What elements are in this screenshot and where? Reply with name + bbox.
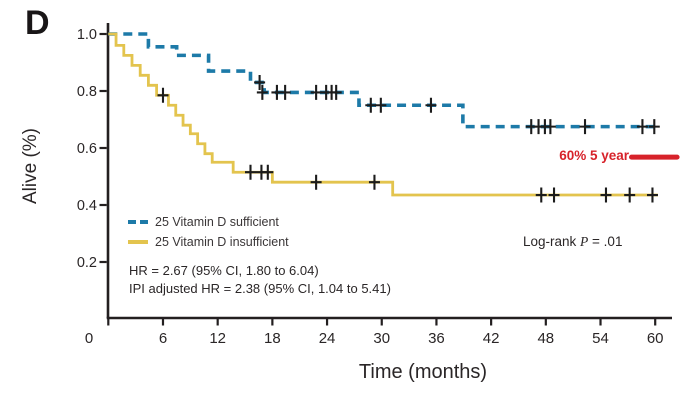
- censor-mark-sufficient: [310, 84, 322, 100]
- y-tick-label: 1.0: [77, 27, 97, 43]
- censor-mark-sufficient: [330, 84, 342, 100]
- log-rank-p-symbol: P: [580, 234, 589, 249]
- five-year-annotation-label: 60% 5 year: [559, 148, 629, 163]
- x-tick-label: 6: [159, 330, 167, 347]
- censor-mark-sufficient: [579, 119, 591, 135]
- y-tick-label: 0.2: [77, 255, 97, 271]
- panel-label: D: [25, 4, 50, 42]
- censor-mark-insufficient: [244, 164, 256, 180]
- x-axis-label: Time (months): [358, 361, 488, 383]
- x-tick-label: 54: [592, 330, 609, 347]
- censor-mark-sufficient: [256, 84, 268, 100]
- censor-mark-sufficient: [254, 74, 266, 90]
- survival-curve-insufficient: [108, 32, 658, 197]
- x-tick-label: 12: [209, 330, 226, 347]
- legend-label-insufficient: 25 Vitamin D insufficient: [155, 235, 289, 249]
- log-rank-prefix: Log-rank: [523, 234, 581, 249]
- y-tick-label: 0.6: [77, 141, 97, 157]
- x-tick-label: 60: [647, 330, 664, 347]
- censor-mark-insufficient: [262, 164, 274, 180]
- x-tick-label: 36: [428, 330, 445, 347]
- censor-mark-insufficient: [368, 174, 380, 190]
- censor-mark-sufficient: [425, 97, 437, 113]
- y-axis-label: Alive (%): [20, 128, 41, 205]
- legend-item-sufficient: 25 Vitamin D sufficient: [128, 212, 289, 232]
- hr-stats-line1: HR = 2.67 (95% CI, 1.80 to 6.04): [129, 263, 319, 278]
- log-rank-value: = .01: [588, 234, 623, 249]
- hr-stats: HR = 2.67 (95% CI, 1.80 to 6.04) IPI adj…: [129, 262, 391, 298]
- survival-curve-sufficient: [108, 32, 661, 129]
- censor-mark-sufficient: [544, 119, 556, 135]
- censor-mark-sufficient: [279, 84, 291, 100]
- censor-mark-sufficient: [648, 119, 660, 135]
- legend-swatch-sufficient: [128, 220, 148, 224]
- x-tick-label: 42: [483, 330, 500, 347]
- censor-mark-insufficient: [548, 187, 560, 203]
- x-tick-label: 18: [264, 330, 281, 347]
- censor-mark-insufficient: [646, 187, 658, 203]
- censor-mark-sufficient: [365, 97, 377, 113]
- hr-stats-line2: IPI adjusted HR = 2.38 (95% CI, 1.04 to …: [129, 281, 391, 296]
- x-tick-label: 0: [85, 330, 93, 347]
- censor-mark-sufficient: [375, 97, 387, 113]
- legend: 25 Vitamin D sufficient 25 Vitamin D ins…: [128, 212, 289, 252]
- legend-swatch-insufficient: [128, 240, 148, 244]
- censor-mark-insufficient: [310, 174, 322, 190]
- legend-label-sufficient: 25 Vitamin D sufficient: [155, 215, 279, 229]
- censor-mark-insufficient: [624, 187, 636, 203]
- legend-item-insufficient: 25 Vitamin D insufficient: [128, 232, 289, 252]
- censor-mark-insufficient: [157, 87, 169, 103]
- y-tick-label: 0.4: [77, 198, 97, 214]
- censor-mark-insufficient: [535, 187, 547, 203]
- censor-mark-sufficient: [636, 119, 648, 135]
- x-tick-label: 24: [319, 330, 336, 347]
- x-tick-label: 30: [373, 330, 390, 347]
- x-tick-label: 48: [537, 330, 554, 347]
- y-tick-label: 0.8: [77, 84, 97, 100]
- censor-mark-insufficient: [600, 187, 612, 203]
- log-rank-label: Log-rank P = .01: [523, 234, 622, 250]
